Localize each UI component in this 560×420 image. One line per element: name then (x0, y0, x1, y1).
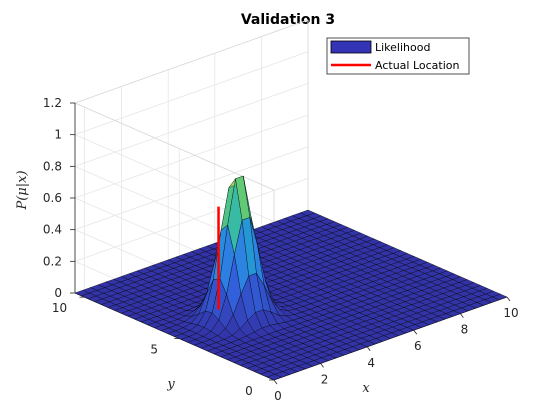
z-tick-label: 1.2 (43, 96, 62, 110)
x-tick-label: 2 (321, 372, 329, 386)
x-tick-label: 0 (274, 389, 282, 403)
x-tick-mark (273, 379, 278, 385)
grid-line-back-z (74, 82, 309, 167)
x-tick-mark (460, 313, 464, 318)
grid-line-back-z (74, 114, 309, 199)
grid-line-back-z (74, 146, 309, 231)
x-tick-mark (506, 296, 511, 302)
x-axis-label: x (362, 381, 370, 396)
grid-line-back-z (74, 177, 309, 262)
x-tick-label: 4 (367, 356, 375, 370)
grid-line-back-z (74, 51, 309, 136)
box-edge (74, 19, 309, 104)
x-tick-label: 10 (503, 306, 518, 320)
x-tick-mark (366, 346, 371, 352)
z-tick-label: 0.8 (43, 159, 62, 173)
z-tick-label: 1 (54, 128, 62, 142)
legend-label-actual-location: Actual Location (375, 59, 460, 72)
y-tick-label: 5 (150, 343, 158, 357)
x-tick-label: 8 (461, 323, 469, 337)
x-tick-mark (320, 363, 324, 368)
z-axis-label: P(μ|x) (15, 170, 30, 210)
box-edge (74, 102, 275, 191)
chart-title: Validation 3 (241, 12, 335, 28)
surface-patch (492, 293, 508, 300)
y-tick-label: 0 (245, 384, 253, 398)
y-axis-label: y (166, 377, 175, 392)
x-tick-label: 6 (414, 339, 422, 353)
z-tick-label: 0.4 (43, 223, 62, 237)
y-tick-label: 10 (52, 301, 67, 315)
z-tick-label: 0 (54, 286, 62, 300)
legend: Likelihood Actual Location (326, 37, 470, 75)
z-tick-label: 0.2 (43, 254, 62, 268)
x-tick-mark (413, 329, 418, 335)
z-tick-label: 0.6 (43, 191, 62, 205)
legend-swatch-likelihood (330, 40, 372, 54)
legend-label-likelihood: Likelihood (375, 41, 430, 54)
